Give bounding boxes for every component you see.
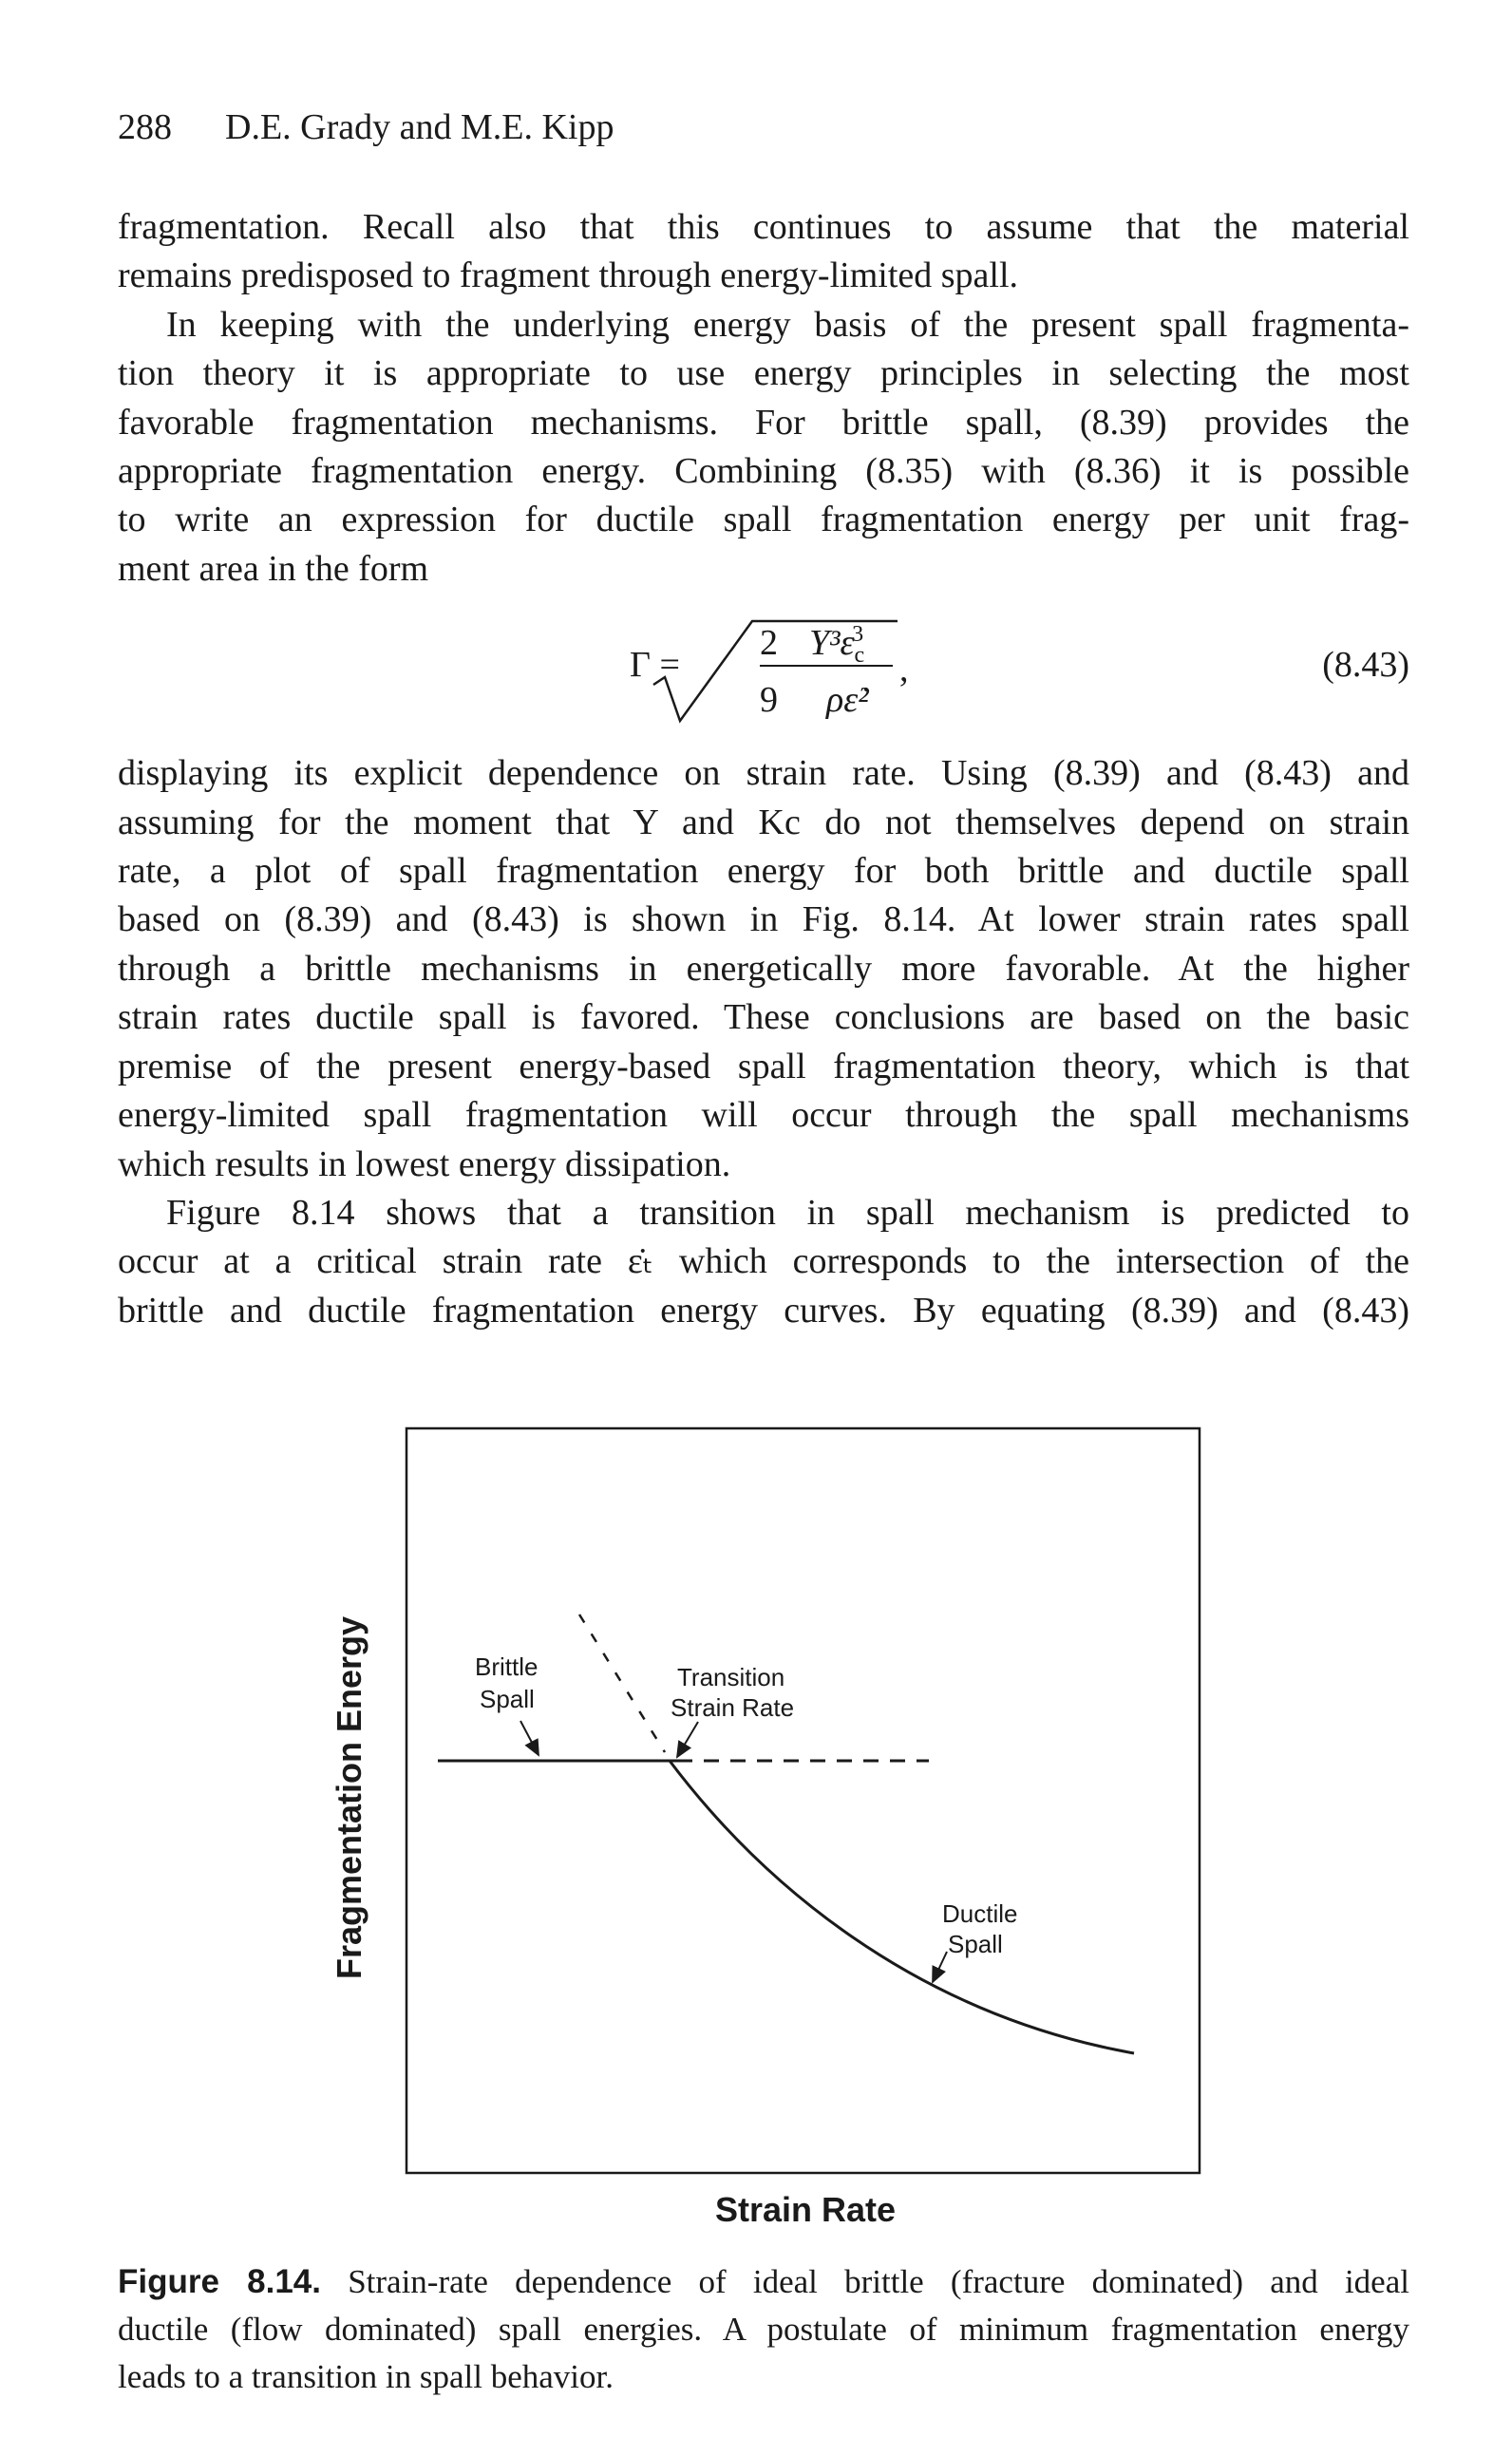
- text-line: through a brittle mechanisms in energeti…: [118, 948, 1409, 989]
- body-text: fragmentation. Recall also that this con…: [118, 203, 1409, 1335]
- transition-arrow: [675, 1721, 699, 1759]
- brittle-label: Spall: [480, 1685, 535, 1713]
- brittle-arrow: [520, 1720, 539, 1757]
- caption-line: Figure 8.14. Strain-rate dependence of i…: [118, 2258, 1409, 2306]
- text-line: remains predisposed to fragment through …: [118, 255, 1019, 296]
- caption-line: leads to a transition in spall behavior.: [118, 2353, 1409, 2401]
- text-line: rate, a plot of spall fragmentation ener…: [118, 851, 1409, 892]
- paragraph: In keeping with the underlying energy ba…: [118, 301, 1409, 594]
- equation: Γ = 2 9 Y³εc3 ρε̇², (8.43): [118, 594, 1409, 749]
- y-axis-label: Fragmentation Energy: [330, 1616, 369, 1979]
- coefficient-denominator: 9: [760, 680, 778, 720]
- text-line: ment area in the form: [118, 548, 429, 589]
- ductile-label: Ductile: [942, 1899, 1017, 1928]
- figure-caption: Figure 8.14. Strain-rate dependence of i…: [118, 2258, 1409, 2401]
- running-header: 288 D.E. Grady and M.E. Kipp: [118, 106, 667, 148]
- text-line: assuming for the moment that Y and Kc do…: [118, 802, 1409, 842]
- caption-text: ductile (flow dominated) spall energies.…: [118, 2311, 1409, 2348]
- text-line: brittle and ductile fragmentation energy…: [118, 1290, 1409, 1331]
- paragraph: displaying its explicit dependence on st…: [118, 749, 1409, 1189]
- denominator: ρε̇²: [825, 680, 869, 720]
- numerator-subscript: c: [855, 643, 865, 668]
- caption-line: ductile (flow dominated) spall energies.…: [118, 2306, 1409, 2353]
- numerator-main: Y³ε: [809, 623, 855, 663]
- text-line: fragmentation. Recall also that this con…: [118, 207, 1409, 247]
- text-line: In keeping with the underlying energy ba…: [166, 304, 1409, 345]
- text-line: energy-limited spall fragmentation will …: [118, 1095, 1409, 1136]
- page-number: 288: [118, 107, 172, 147]
- equation-lhs: Γ =: [630, 645, 680, 685]
- transition-marker: [577, 1614, 667, 1753]
- numerator-superscript: 3: [852, 622, 863, 647]
- transition-label: Transition: [677, 1663, 784, 1691]
- text-line: tion theory it is appropriate to use ene…: [118, 353, 1409, 394]
- text-line: premise of the present energy-based spal…: [118, 1046, 1409, 1086]
- caption-text: Strain-rate dependence of ideal brittle …: [348, 2263, 1409, 2300]
- text-line: Figure 8.14 shows that a transition in s…: [166, 1192, 1409, 1233]
- text-line: which results in lowest energy dissipati…: [118, 1143, 731, 1184]
- text-line: occur at a critical strain rate ε̇ₜ whic…: [118, 1241, 1409, 1282]
- text-line: displaying its explicit dependence on st…: [118, 753, 1409, 794]
- paragraph: fragmentation. Recall also that this con…: [118, 203, 1409, 301]
- x-axis-label: Strain Rate: [715, 2190, 896, 2229]
- plot-frame: [405, 1426, 1201, 2175]
- coefficient-numerator: 2: [760, 623, 778, 663]
- brittle-label: Brittle: [475, 1652, 538, 1681]
- transition-label: Strain Rate: [671, 1693, 794, 1722]
- authors: D.E. Grady and M.E. Kipp: [225, 107, 614, 147]
- radical: [652, 620, 898, 724]
- text-line: appropriate fragmentation energy. Combin…: [118, 451, 1409, 492]
- text-line: favorable fragmentation mechanisms. For …: [118, 402, 1409, 443]
- equation-drawing: Γ = 2 9 Y³εc3 ρε̇², (8.43): [630, 620, 1409, 724]
- ductile-label: Spall: [948, 1930, 1003, 1958]
- ductile-curve: [668, 1760, 1135, 2055]
- equation-comma: ,: [899, 650, 909, 689]
- caption-text: leads to a transition in spall behavior.: [118, 2358, 614, 2395]
- caption-label: Figure 8.14.: [118, 2263, 321, 2300]
- text-line: strain rates ductile spall is favored. T…: [118, 997, 1409, 1038]
- text-line: to write an expression for ductile spall…: [118, 500, 1409, 540]
- text-line: based on (8.39) and (8.43) is shown in F…: [118, 899, 1409, 940]
- ductile-arrow: [932, 1951, 948, 1984]
- numerator: Y³εc3: [809, 622, 864, 668]
- paragraph: Figure 8.14 shows that a transition in s…: [118, 1189, 1409, 1335]
- equation-number: (8.43): [1322, 645, 1409, 685]
